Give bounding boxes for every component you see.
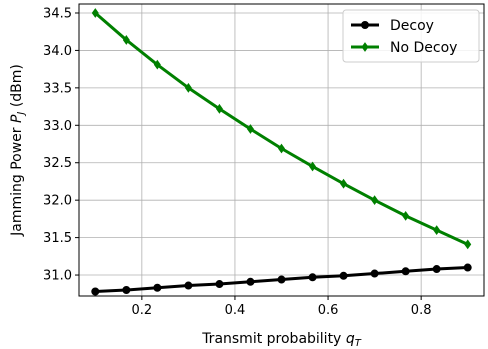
grid xyxy=(79,4,484,296)
x-tick-label: 0.8 xyxy=(411,303,432,318)
data-point-decoy xyxy=(215,280,224,289)
data-point-decoy xyxy=(432,265,441,274)
data-point-decoy xyxy=(463,263,472,272)
y-tick-label: 32.0 xyxy=(43,194,72,209)
legend-entry-decoy: Decoy xyxy=(351,18,434,34)
y-tick-label: 34.5 xyxy=(43,6,72,21)
data-point-no-decoy xyxy=(371,195,379,206)
data-point-decoy xyxy=(308,273,317,282)
legend-marker-decoy xyxy=(360,20,369,29)
data-point-no-decoy xyxy=(433,225,441,235)
data-point-decoy xyxy=(370,269,379,278)
legend-entries: Decoy No Decoy xyxy=(351,18,457,56)
data-point-no-decoy xyxy=(277,143,286,154)
data-point-no-decoy xyxy=(402,211,410,221)
data-point-decoy xyxy=(91,287,100,296)
data-point-no-decoy xyxy=(153,59,161,70)
legend-label-decoy: Decoy xyxy=(390,18,434,34)
y-tick-label: 33.5 xyxy=(43,81,72,96)
data-point-decoy xyxy=(339,271,348,280)
data-point-no-decoy xyxy=(309,161,317,172)
y-tick-label: 34.0 xyxy=(43,44,72,59)
data-point-decoy xyxy=(246,277,255,286)
y-tick-label: 33.0 xyxy=(43,119,72,134)
data-point-decoy xyxy=(122,286,131,295)
data-point-no-decoy xyxy=(464,239,472,250)
x-tick-label: 0.2 xyxy=(132,303,153,318)
data-point-decoy xyxy=(184,281,193,290)
data-point-no-decoy xyxy=(122,35,130,45)
data-point-no-decoy xyxy=(215,103,223,114)
data-point-decoy xyxy=(277,275,286,284)
data-point-no-decoy xyxy=(184,82,192,93)
data-point-no-decoy xyxy=(91,8,99,18)
y-tick-label: 31.0 xyxy=(43,269,72,284)
series-no-decoy xyxy=(91,8,472,250)
data-point-decoy xyxy=(153,283,162,292)
legend-entry-no-decoy: No Decoy xyxy=(351,40,457,56)
x-axis-label: Transmit probability qT xyxy=(201,331,362,349)
series-decoy xyxy=(91,263,472,296)
legend: Decoy No Decoy xyxy=(342,9,480,63)
x-tick-label: 0.4 xyxy=(225,303,246,318)
series-layer xyxy=(91,8,472,296)
ticks: 0.2 0.4 0.6 0.8 31.0 31.5 32.0 32.5 33.0 33.5 34.0… xyxy=(43,6,431,318)
legend-marker-no-decoy xyxy=(361,42,369,52)
x-tick-label: 0.6 xyxy=(318,303,339,318)
data-point-no-decoy xyxy=(340,178,348,189)
plot-frame xyxy=(78,3,485,297)
legend-box xyxy=(342,9,480,63)
data-point-decoy xyxy=(401,267,410,276)
y-tick-label: 31.5 xyxy=(43,231,72,246)
y-axis-label: Jamming Power PJ (dBm) xyxy=(9,64,27,237)
data-point-no-decoy xyxy=(246,124,254,134)
y-tick-label: 32.5 xyxy=(43,156,72,171)
legend-label-no-decoy: No Decoy xyxy=(390,40,457,56)
